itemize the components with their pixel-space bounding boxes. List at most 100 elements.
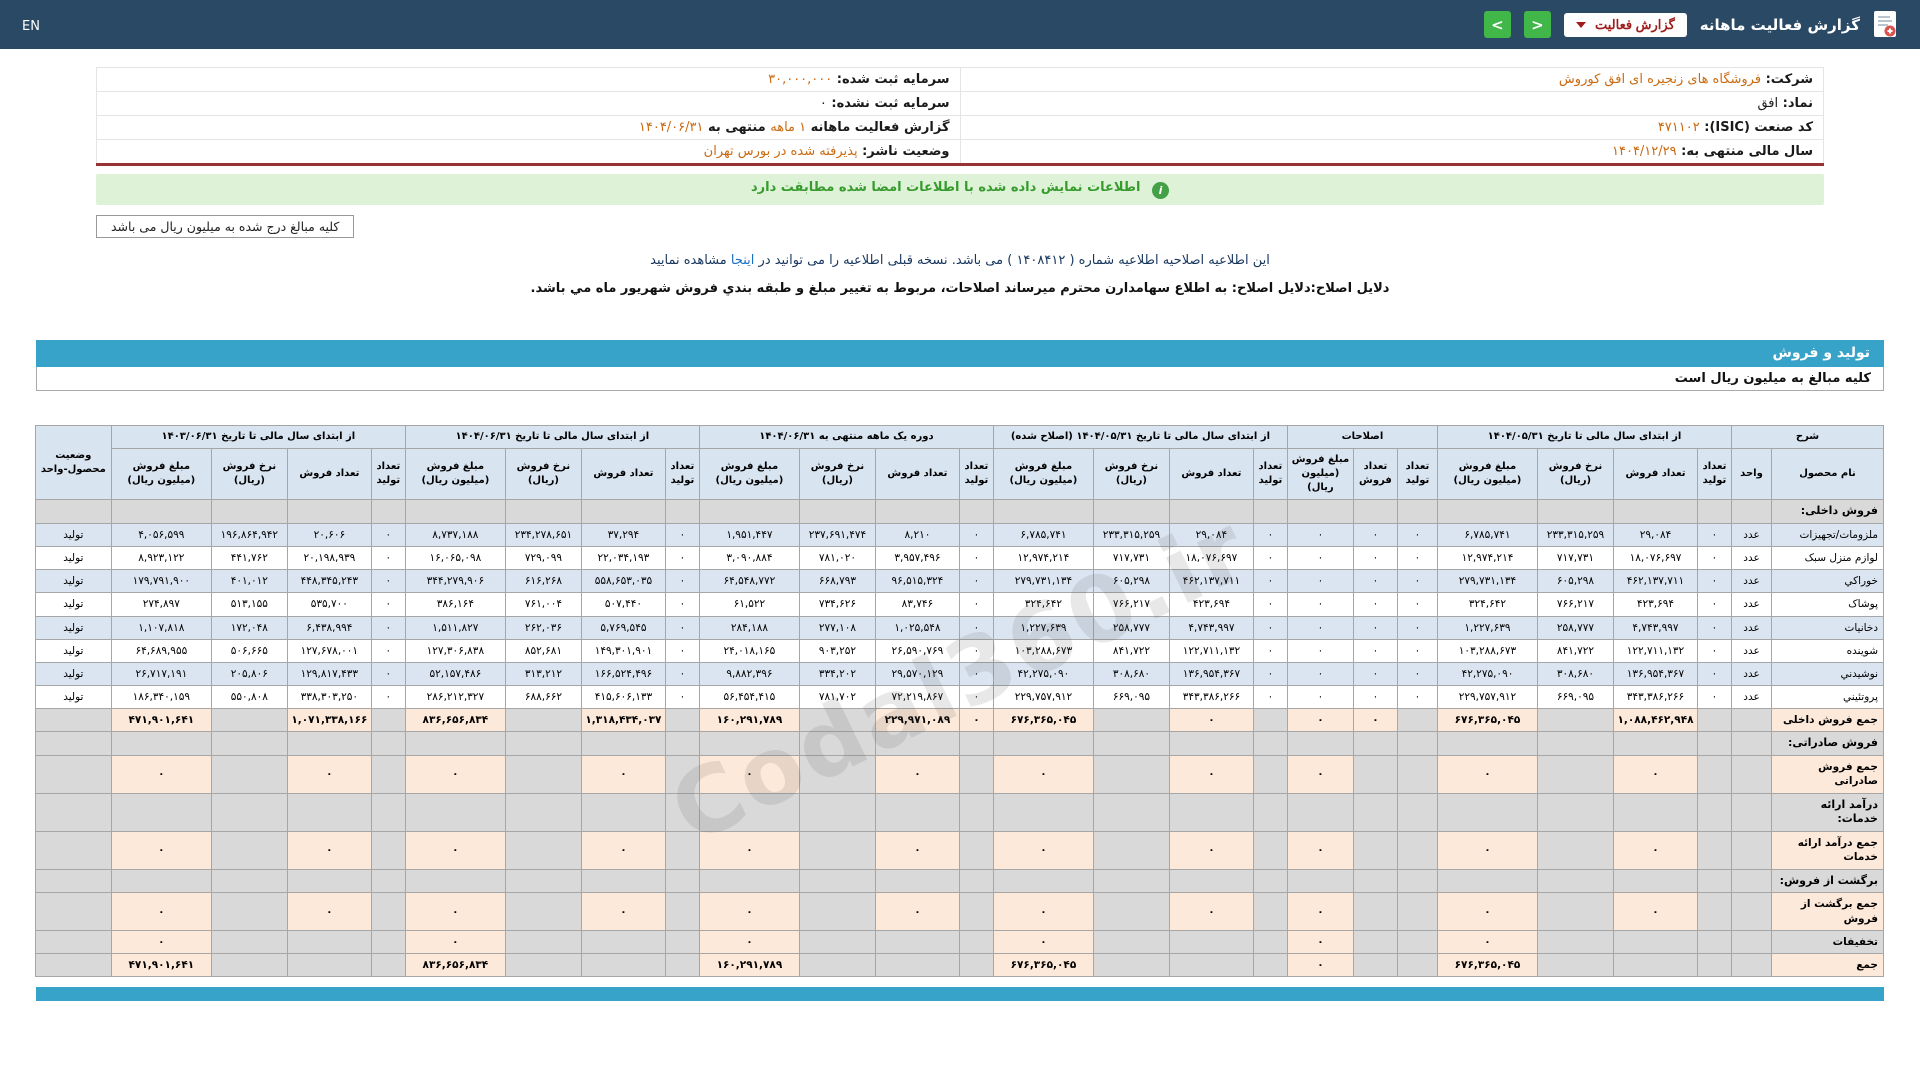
- value-cell: [404, 499, 506, 524]
- ticker-symbol-text: نماد:: [1778, 96, 1813, 111]
- value-cell: [1092, 499, 1170, 524]
- value-cell: ۷۳۴,۶۲۶: [798, 592, 876, 617]
- value-cell: [1252, 755, 1288, 794]
- value-cell: ۰: [1396, 638, 1438, 663]
- report-period-text: ۱۴۰۴/۰۶/۳۱: [638, 120, 704, 135]
- value-cell: ۱۶,۰۶۵,۰۹۸: [404, 546, 506, 571]
- column-header: نرخ فروش (ریال): [504, 448, 582, 500]
- registered-capital-text: ۳۰,۰۰۰,۰۰۰: [768, 72, 833, 87]
- value-cell: ۵۰۷,۴۴۰: [580, 592, 666, 617]
- value-cell: [1352, 868, 1398, 894]
- report-period: گزارش فعالیت ماهانه ۱ ماهه منتهی به ۱۴۰۴…: [96, 115, 961, 140]
- value-cell: [1168, 499, 1254, 524]
- status-cell: تولید: [34, 522, 112, 548]
- value-cell: ۱,۰۷۱,۳۳۸,۱۶۶: [286, 708, 372, 733]
- value-cell: ۳,۰۹۰,۸۸۴: [698, 546, 800, 571]
- value-cell: [664, 499, 700, 524]
- fiscal-year-end-text: ۱۴۰۴/۱۲/۲۹: [1612, 144, 1677, 159]
- ticker-symbol-text: افق: [1757, 96, 1779, 111]
- report-type-dropdown[interactable]: گزارش فعالیت: [1563, 12, 1687, 37]
- column-header: نام محصول: [1771, 448, 1884, 500]
- header-columns-row: نام محصول واحد تعداد تولید تعداد فروش نرخ فر…: [35, 448, 1884, 500]
- value-cell: ۷۱۷,۷۳۱: [1092, 546, 1170, 571]
- nav-back-button[interactable]: <: [1483, 11, 1511, 38]
- value-cell: ۰: [958, 522, 994, 548]
- value-cell: ۰: [664, 685, 700, 710]
- value-cell: [664, 952, 700, 978]
- value-cell: ۶۱۶,۲۶۸: [504, 569, 582, 594]
- value-cell: ۶,۷۸۵,۷۴۱: [1436, 522, 1538, 548]
- value-cell: ۶۶۹,۰۹۵: [1536, 685, 1614, 710]
- product-name-cell: پوشاک: [1771, 592, 1884, 617]
- value-cell: ۳,۹۵۷,۴۹۶: [874, 546, 960, 571]
- value-cell: [286, 868, 372, 894]
- report-period-text: گزارش فعالیت ماهانه: [806, 120, 950, 135]
- value-cell: [110, 731, 212, 757]
- value-cell: [580, 929, 666, 954]
- row-discounts: تخفیفات ۰ ۰ ۰ ۰ ۰ ۰: [34, 929, 1884, 954]
- value-cell: [1396, 499, 1438, 524]
- value-cell: ۶,۷۸۵,۷۴۱: [992, 522, 1094, 548]
- company-name-link[interactable]: فروشگاه های زنجیره ای افق کوروش: [1558, 72, 1762, 87]
- value-cell: ۰: [1286, 569, 1354, 594]
- value-cell: [1352, 792, 1398, 833]
- product-name-cell: برگشت از فروش:: [1771, 868, 1884, 894]
- value-cell: ۰: [1286, 892, 1354, 931]
- value-cell: ۰: [1396, 592, 1438, 617]
- value-cell: ۰: [286, 755, 372, 794]
- value-cell: [1396, 792, 1438, 833]
- value-cell: ۲۳۴,۲۷۸,۶۵۱: [504, 522, 582, 548]
- value-cell: ۱۸,۰۷۶,۶۹۷: [1612, 546, 1698, 571]
- column-header: تعداد تولید: [958, 448, 994, 500]
- value-cell: [958, 952, 994, 978]
- fiscal-year-end-text: سال مالی منتهی به:: [1676, 144, 1813, 159]
- value-cell: ۱۳۶,۹۵۴,۳۶۷: [1168, 661, 1254, 687]
- value-cell: ۴۱۵,۶۰۶,۱۳۳: [580, 685, 666, 710]
- value-cell: [1168, 792, 1254, 833]
- value-cell: ۵,۷۶۹,۵۴۵: [580, 615, 666, 640]
- value-cell: [958, 731, 994, 757]
- value-cell: ۴۷۱,۹۰۱,۶۴۱: [110, 952, 212, 978]
- value-cell: [1536, 792, 1614, 833]
- value-cell: [664, 831, 700, 870]
- value-cell: ۳۴۳,۳۸۶,۲۶۶: [1612, 685, 1698, 710]
- value-cell: ۰: [1286, 685, 1354, 710]
- value-cell: [1092, 731, 1170, 757]
- value-cell: [798, 952, 876, 978]
- correction-notice-post: مشاهده نمایید: [650, 253, 731, 268]
- value-cell: [1168, 929, 1254, 954]
- value-cell: [1352, 755, 1398, 794]
- value-cell: [1536, 731, 1614, 757]
- value-cell: ۰: [1168, 892, 1254, 931]
- value-cell: ۰: [1286, 661, 1354, 687]
- value-cell: ۶۷۶,۳۶۵,۰۴۵: [992, 708, 1094, 733]
- value-cell: ۵۵۰,۸۰۸: [210, 685, 288, 710]
- value-cell: ۶,۴۳۸,۹۹۴: [286, 615, 372, 640]
- value-cell: [1092, 792, 1170, 833]
- value-cell: ۲۷۴,۸۹۷: [110, 592, 212, 617]
- value-cell: ۰: [1286, 546, 1354, 571]
- value-cell: ۲۲۹,۹۷۱,۰۸۹: [874, 708, 960, 733]
- previous-version-link[interactable]: اینجا: [730, 253, 755, 268]
- value-cell: [1436, 731, 1538, 757]
- language-toggle-en[interactable]: EN: [22, 19, 40, 34]
- value-cell: ۱۰۳,۲۸۸,۶۷۳: [1436, 638, 1538, 663]
- value-cell: ۰: [1168, 755, 1254, 794]
- value-cell: ۳۳۸,۳۰۳,۲۵۰: [286, 685, 372, 710]
- column-group-ytd-1404-05-31: از ابتدای سال مالی تا تاریخ ۱۴۰۴/۰۵/۳۱: [1436, 425, 1732, 449]
- value-cell: [1092, 755, 1170, 794]
- nav-forward-button[interactable]: >: [1523, 11, 1551, 38]
- value-cell: ۲۲۹,۷۵۷,۹۱۲: [1436, 685, 1538, 710]
- value-cell: ۰: [1286, 755, 1354, 794]
- value-cell: ۰: [1286, 615, 1354, 640]
- unregistered-capital: سرمایه ثبت نشده: ۰: [96, 91, 961, 116]
- product-name-cell: فروش داخلی:: [1771, 499, 1884, 524]
- value-cell: ۰: [404, 831, 506, 870]
- status-cell: تولید: [34, 685, 112, 710]
- value-cell: ۱۲۲,۷۱۱,۱۳۲: [1168, 638, 1254, 663]
- value-cell: ۰: [370, 685, 406, 710]
- value-cell: ۰: [1396, 661, 1438, 687]
- status-cell: [34, 708, 112, 733]
- value-cell: ۰: [1352, 661, 1398, 687]
